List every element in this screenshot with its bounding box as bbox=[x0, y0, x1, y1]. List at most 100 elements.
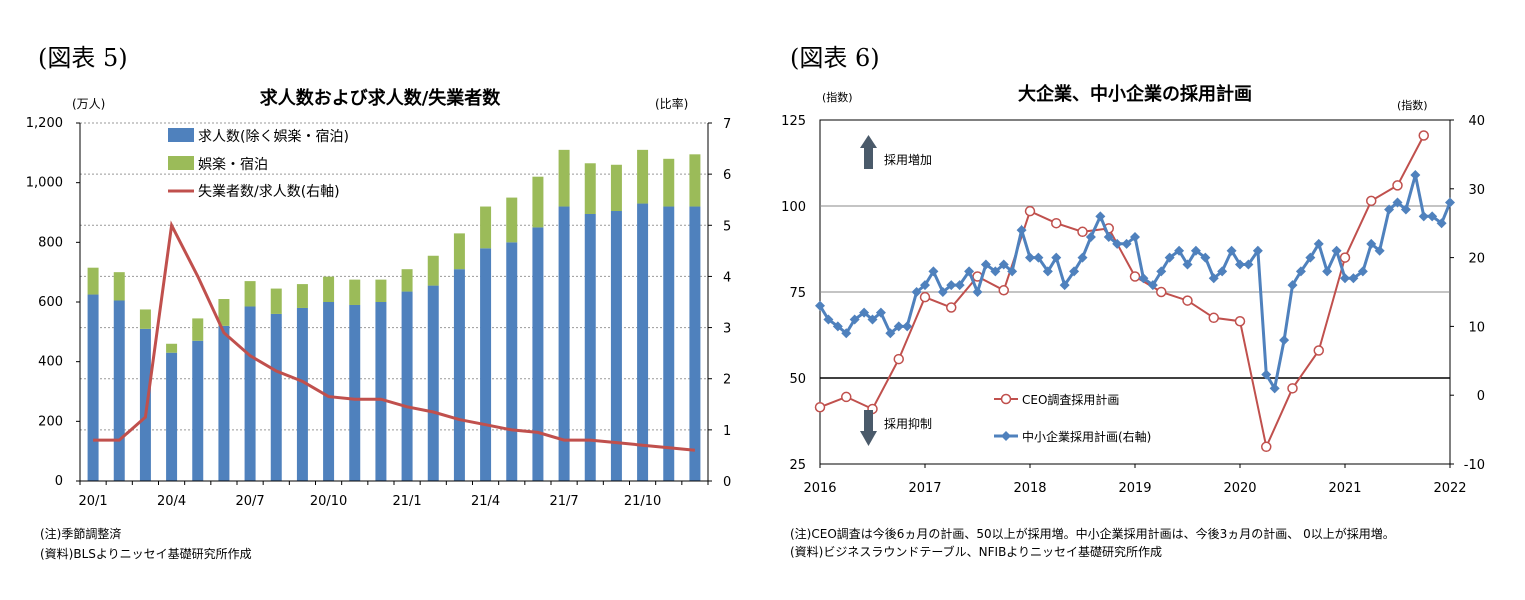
chart5-bar-openings bbox=[427, 285, 439, 481]
chart5-x-tick-label: 21/4 bbox=[471, 494, 500, 509]
chart6-note: (注)CEO調査は今後6ヵ月の計画、50以上が採用増。中小企業採用計画は、今後3… bbox=[790, 527, 1395, 541]
chart6-point-nfib bbox=[990, 266, 1001, 277]
chart5-x-tick-label: 21/1 bbox=[392, 494, 421, 509]
chart6-point-nfib bbox=[928, 266, 939, 277]
chart5-legend-openings: 求人数(除く娯楽・宿泊) bbox=[198, 128, 349, 145]
chart5-y2-tick-label: 4 bbox=[723, 270, 731, 285]
chart5-bar-leisure bbox=[139, 309, 151, 329]
chart5-y-tick-label: 600 bbox=[38, 295, 63, 310]
chart6-y-axis-unit: (指数) bbox=[822, 90, 853, 104]
chart6-point-nfib bbox=[885, 328, 896, 339]
figure-6-label: (図表 6) bbox=[790, 44, 880, 72]
chart6-point-nfib bbox=[1226, 245, 1237, 256]
chart6-x-tick-label: 2020 bbox=[1223, 481, 1256, 496]
chart5-y2-tick-label: 0 bbox=[723, 475, 731, 490]
chart6-point-nfib bbox=[1305, 252, 1316, 263]
chart6-point-nfib bbox=[902, 321, 913, 332]
chart5-bar-openings bbox=[558, 206, 570, 482]
chart6-point-ceo bbox=[1366, 195, 1377, 207]
chart5-bar-openings bbox=[270, 313, 282, 481]
chart6-point-ceo bbox=[1077, 226, 1088, 238]
chart6-y2-tick-label: -10 bbox=[1464, 458, 1485, 473]
chart6-point-nfib bbox=[1322, 266, 1333, 277]
chart6-point-nfib bbox=[1279, 335, 1290, 346]
chart6-point-nfib bbox=[1025, 252, 1035, 263]
chart6-point-ceo bbox=[1051, 217, 1062, 229]
chart6-point-ceo bbox=[1392, 180, 1403, 191]
chart5-bar-openings bbox=[689, 206, 701, 482]
chart6-point-nfib bbox=[1243, 259, 1254, 270]
chart5-bar-openings bbox=[166, 352, 178, 481]
chart5-bar-leisure bbox=[244, 281, 256, 307]
chart6-point-nfib bbox=[893, 321, 904, 332]
chart6-point-nfib bbox=[1287, 280, 1298, 291]
chart6-x-tick-label: 2017 bbox=[908, 481, 941, 496]
chart6-point-nfib bbox=[1313, 238, 1324, 249]
chart5-bar-leisure bbox=[532, 176, 544, 228]
chart6-point-nfib bbox=[1138, 273, 1149, 284]
chart6-point-nfib bbox=[823, 314, 834, 325]
chart6-point-nfib bbox=[867, 314, 878, 325]
chart5-bar-leisure bbox=[427, 255, 439, 286]
chart6-y2-tick-label: 20 bbox=[1468, 252, 1485, 267]
chart5-bar-leisure bbox=[584, 163, 596, 214]
chart5-bar-leisure bbox=[401, 269, 413, 292]
chart6-point-ceo bbox=[1287, 383, 1298, 394]
chart6-point-nfib bbox=[920, 280, 930, 291]
chart6-y2-tick-label: 40 bbox=[1468, 114, 1485, 129]
chart5-bar-openings bbox=[506, 242, 518, 481]
chart6-point-nfib bbox=[1410, 170, 1421, 181]
chart6-point-nfib bbox=[1174, 245, 1185, 256]
chart5-bar-leisure bbox=[113, 272, 125, 301]
chart6-point-ceo bbox=[1261, 441, 1272, 453]
chart6-annotation-up: 採用増加 bbox=[884, 153, 932, 167]
chart6-legend-nfib: 中小企業採用計画(右軸) bbox=[1022, 429, 1151, 444]
chart6-point-nfib bbox=[875, 307, 886, 318]
chart5-bar-leisure bbox=[166, 343, 178, 353]
chart6-point-nfib bbox=[1130, 231, 1140, 242]
chart5-y2-tick-label: 5 bbox=[723, 219, 731, 234]
chart5-title: 求人数および求人数/失業者数 bbox=[260, 87, 502, 109]
chart6-point-nfib bbox=[1112, 238, 1123, 249]
chart6-point-nfib bbox=[1208, 273, 1219, 284]
chart6-point-nfib bbox=[1156, 266, 1167, 277]
chart6-point-nfib bbox=[1085, 231, 1096, 242]
chart5-y-tick-label: 1,200 bbox=[26, 116, 63, 131]
chart6-source: (資料)ビジネスラウンドテーブル、NFIBよりニッセイ基礎研究所作成 bbox=[790, 545, 1163, 559]
chart5-bar-openings bbox=[610, 211, 622, 481]
chart6-y2-tick-label: 0 bbox=[1477, 389, 1485, 404]
chart5-bar-leisure bbox=[453, 233, 465, 270]
chart6-point-nfib bbox=[1374, 245, 1385, 256]
chart6-point-nfib bbox=[1357, 266, 1368, 277]
chart5-x-tick-label: 21/7 bbox=[549, 494, 578, 509]
chart5-y-tick-label: 800 bbox=[38, 235, 63, 250]
chart6-point-nfib bbox=[1147, 280, 1158, 291]
chart5-y2-tick-label: 7 bbox=[723, 117, 731, 132]
chart5-bar-leisure bbox=[637, 149, 649, 204]
chart6-point-ceo bbox=[919, 291, 931, 303]
chart5-bar-leisure bbox=[610, 164, 622, 212]
chart6-point-nfib bbox=[964, 266, 975, 277]
chart6-point-nfib bbox=[1077, 252, 1088, 263]
chart6-point-nfib bbox=[1384, 204, 1395, 215]
chart6-point-nfib bbox=[1235, 259, 1245, 270]
chart5-bar-openings bbox=[532, 227, 544, 481]
chart6-x-tick-label: 2016 bbox=[803, 481, 836, 496]
chart6-point-nfib bbox=[1200, 252, 1211, 263]
chart5-bar-leisure bbox=[218, 299, 230, 326]
chart5-legend-swatch-openings bbox=[168, 128, 194, 142]
chart6-up-arrow-shaft bbox=[864, 147, 873, 169]
chart5-bar-openings bbox=[375, 302, 387, 481]
chart5-line-ratio bbox=[93, 220, 696, 452]
chart6-point-ceo bbox=[1339, 252, 1351, 263]
chart6-point-nfib bbox=[1051, 252, 1062, 263]
chart6-x-tick-label: 2019 bbox=[1118, 481, 1151, 496]
chart6-point-ceo bbox=[1156, 286, 1167, 298]
chart6-point-nfib bbox=[1445, 197, 1455, 208]
chart5-bar-leisure bbox=[689, 154, 701, 207]
chart6-point-ceo bbox=[893, 353, 904, 365]
chart6-point-nfib bbox=[1164, 252, 1175, 263]
chart6-point-ceo bbox=[998, 285, 1009, 296]
chart5-source: (資料)BLSよりニッセイ基礎研究所作成 bbox=[40, 547, 252, 561]
